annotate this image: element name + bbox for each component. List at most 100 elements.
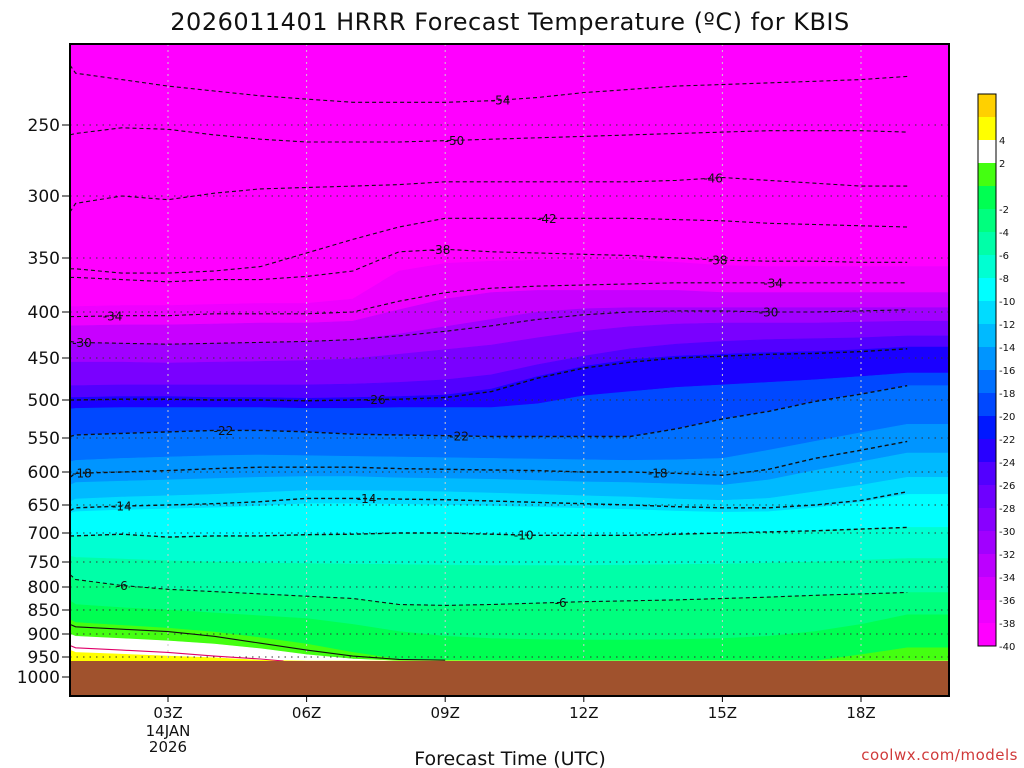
colorbar-label: -36 (999, 596, 1015, 607)
colorbar-frame (977, 93, 997, 647)
isotherm-label: -42 (537, 212, 557, 226)
y-tick-label: 900 (28, 625, 60, 645)
y-tick-label: 350 (28, 249, 60, 269)
isotherm-label: -18 (72, 467, 92, 481)
x-axis-label: Forecast Time (UTC) (414, 748, 605, 768)
colorbar-label: -26 (999, 481, 1015, 492)
colorbar-swatch (978, 163, 996, 186)
colorbar-swatch (978, 278, 996, 301)
x-tick-label: 12Z (569, 704, 598, 722)
colorbar-swatch (978, 324, 996, 347)
isotherm-label: -10 (514, 528, 534, 542)
isotherm-label: -14 (357, 492, 377, 506)
isotherm-line (69, 623, 446, 661)
isotherm-label: -46 (703, 172, 723, 186)
isotherm-line (70, 526, 908, 538)
colorbar-swatch (978, 554, 996, 577)
isotherm-line (69, 385, 908, 438)
y-tick-label: 1000 (17, 668, 60, 688)
isotherm-label: -30 (759, 306, 779, 320)
isotherm-label: -6 (116, 579, 128, 593)
colorbar-swatch (978, 577, 996, 600)
colorbar-swatch (978, 186, 996, 209)
colorbar-swatch (978, 600, 996, 623)
colorbar-swatch (978, 117, 996, 140)
isotherm-label: -34 (103, 309, 123, 323)
y-axis: 250 300 350 400 450 500 550 600 650 700 750 800 850 9… (17, 116, 70, 688)
colorbar-label: -8 (999, 274, 1009, 285)
colorbar-label: -30 (999, 527, 1015, 538)
isotherm-line (70, 217, 908, 274)
isotherm-label: -6 (555, 596, 567, 610)
isotherm-label: -26 (366, 393, 386, 407)
colorbar-label: -38 (999, 619, 1015, 630)
colorbar-label: -32 (999, 550, 1015, 561)
isotherm-label: -30 (72, 336, 92, 350)
grid (70, 44, 949, 696)
isotherm-label: -22 (449, 429, 469, 443)
colorbar-swatch (978, 416, 996, 439)
isotherm-label: -22 (214, 424, 234, 438)
colorbar: -40-38-36-34-32-30-28-26-24-22-20-18-16-… (977, 93, 1015, 653)
credit-text: coolwx.com/models (861, 746, 1018, 764)
isotherm-line (69, 491, 908, 512)
x-tick-label: 15Z (708, 704, 737, 722)
colorbar-label: -20 (999, 412, 1015, 423)
plot-frame (69, 43, 950, 697)
colorbar-swatch (978, 623, 996, 646)
colorbar-swatch (978, 209, 996, 232)
isotherm-label: -54 (491, 94, 511, 108)
colorbar-label: -4 (999, 228, 1009, 239)
ground-fill (70, 661, 949, 696)
isotherm-line (70, 248, 908, 283)
colorbar-label: -40 (999, 642, 1015, 653)
y-tick-label: 750 (28, 553, 60, 573)
colorbar-swatch (978, 347, 996, 370)
colorbar-swatch (978, 485, 996, 508)
y-tick-label: 800 (28, 578, 60, 598)
colorbar-swatch (978, 439, 996, 462)
isotherm-line (69, 644, 284, 662)
colorbar-swatch (978, 370, 996, 393)
isotherm-label: -18 (648, 466, 668, 480)
y-tick-label: 400 (28, 303, 60, 323)
y-tick-label: 700 (28, 524, 60, 544)
colorbar-swatch (978, 393, 996, 416)
isotherm-line (69, 440, 908, 478)
isotherm-label: -38 (708, 253, 728, 267)
x-tick-label: 18Z (846, 704, 875, 722)
colorbar-label: -18 (999, 389, 1015, 400)
colorbar-swatch (978, 531, 996, 554)
colorbar-swatch (978, 232, 996, 255)
ground (70, 661, 949, 696)
colorbar-swatch (978, 462, 996, 485)
y-tick-label: 550 (28, 429, 60, 449)
y-tick-label: 650 (28, 496, 60, 516)
colorbar-label: -14 (999, 343, 1015, 354)
isotherm-line (70, 348, 908, 402)
y-tick-label: 300 (28, 187, 60, 207)
colorbar-label: -22 (999, 435, 1015, 446)
isotherm-line (69, 574, 908, 606)
isotherm-label: -14 (112, 500, 132, 514)
colorbar-label: -10 (999, 297, 1015, 308)
chart-title: 2026011401 HRRR Forecast Temperature (ºC… (170, 8, 849, 36)
colorbar-label: -2 (999, 205, 1009, 216)
y-tick-label: 450 (28, 349, 60, 369)
colorbar-label: -34 (999, 573, 1015, 584)
x-tick-date-label: 2026 (149, 738, 187, 756)
isotherms: -54 -50 -46 -42 -38 -38 -34 -34 -30 -30 -26 -22 -22 -… (69, 64, 908, 662)
y-tick-label: 500 (28, 391, 60, 411)
colorbar-label: -6 (999, 251, 1009, 262)
colorbar-label: 4 (999, 136, 1005, 147)
y-tick-label: 950 (28, 648, 60, 668)
colorbar-swatch (978, 508, 996, 531)
x-tick-label: 09Z (431, 704, 460, 722)
colorbar-label: -16 (999, 366, 1015, 377)
y-tick-label: 250 (28, 116, 60, 136)
x-tick-date-label: 14JAN (146, 722, 191, 740)
colorbar-swatch (978, 301, 996, 324)
isotherm-label: -38 (431, 243, 451, 257)
x-tick-label: 06Z (292, 704, 321, 722)
